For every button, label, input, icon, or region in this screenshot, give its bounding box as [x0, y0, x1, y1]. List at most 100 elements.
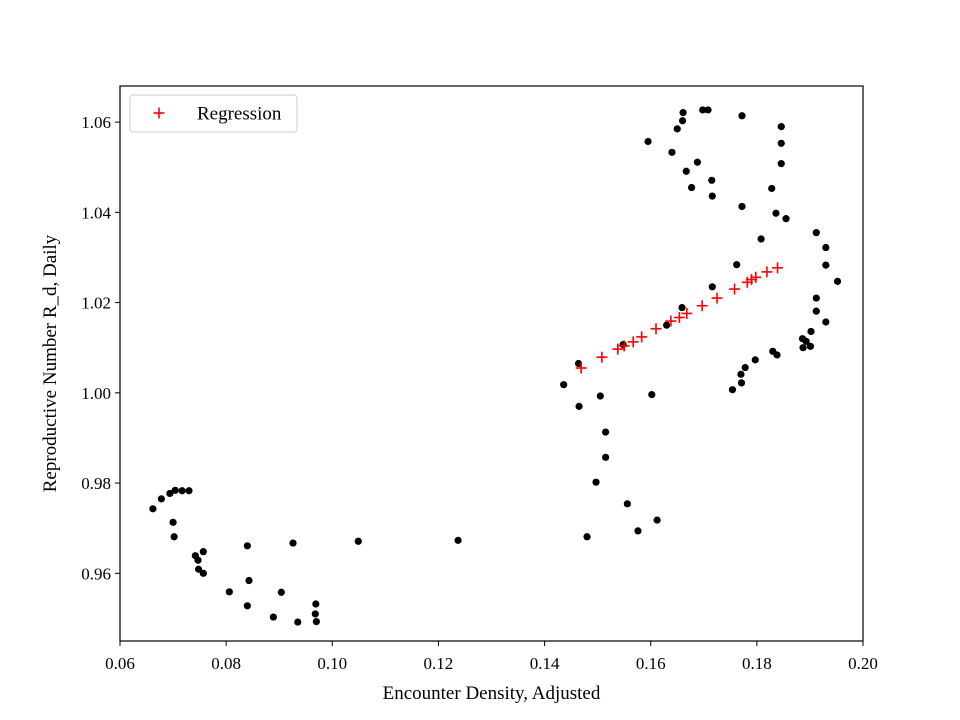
data-point — [602, 428, 610, 436]
x-tick-label: 0.10 — [317, 654, 347, 673]
x-tick-label: 0.18 — [742, 654, 772, 673]
regression-point — [761, 266, 773, 278]
data-point — [454, 536, 462, 544]
y-axis-label: Reproductive Number R_d, Daily — [40, 234, 61, 492]
data-point — [602, 453, 610, 461]
x-axis: 0.06 0.08 0.10 0.12 0.14 0.16 0.18 0.20 — [105, 641, 878, 673]
data-point — [737, 370, 745, 378]
data-point — [245, 576, 253, 585]
data-point — [619, 340, 627, 349]
data-point — [243, 602, 251, 610]
data-point — [777, 160, 785, 168]
data-point — [772, 209, 780, 217]
data-point — [623, 500, 631, 508]
data-point — [738, 202, 746, 211]
data-point — [194, 556, 202, 564]
data-point — [592, 478, 600, 486]
data-point — [185, 487, 193, 495]
x-tick-label: 0.06 — [105, 654, 135, 673]
data-point — [170, 533, 178, 541]
data-point — [687, 183, 696, 192]
data-point — [773, 351, 781, 359]
regression-point — [618, 340, 630, 352]
y-tick-label: 1.04 — [81, 203, 111, 222]
data-point — [199, 548, 207, 556]
x-tick-label: 0.08 — [211, 654, 241, 673]
data-marks — [149, 106, 842, 626]
data-point — [653, 516, 661, 524]
data-point — [777, 139, 785, 147]
data-point — [575, 402, 583, 410]
y-tick-label: 0.96 — [81, 564, 111, 583]
data-point — [704, 106, 712, 114]
data-point — [733, 261, 741, 269]
data-point — [312, 600, 320, 608]
data-point — [737, 379, 746, 387]
data-point — [822, 261, 830, 269]
data-point — [648, 391, 656, 399]
data-point — [806, 342, 815, 350]
x-tick-label: 0.12 — [424, 654, 454, 673]
data-point — [738, 112, 746, 120]
data-point — [822, 318, 830, 326]
regression-point — [711, 292, 723, 304]
data-point — [708, 176, 716, 184]
legend-marker-regression — [153, 107, 165, 119]
data-point — [757, 235, 765, 243]
data-point — [560, 381, 568, 389]
data-point — [634, 527, 642, 535]
data-point — [812, 229, 820, 237]
data-point — [574, 359, 583, 368]
y-axis: 0.96 0.98 1.00 1.02 1.04 1.06 — [81, 113, 120, 583]
data-point — [741, 363, 749, 372]
data-point — [644, 137, 652, 146]
data-point — [663, 321, 671, 329]
regression-point — [729, 283, 741, 295]
y-tick-label: 1.06 — [81, 113, 111, 132]
x-tick-label: 0.14 — [530, 654, 560, 673]
data-point — [157, 495, 165, 503]
regression-point — [665, 315, 677, 327]
data-point — [768, 184, 776, 193]
data-point — [678, 303, 686, 312]
data-point — [178, 487, 186, 495]
legend: Regression — [129, 94, 298, 133]
regression-point — [636, 331, 648, 343]
data-point — [678, 117, 687, 125]
data-point — [668, 148, 676, 156]
data-point — [777, 123, 785, 131]
data-point — [699, 106, 707, 114]
data-point — [673, 125, 681, 133]
data-point — [812, 307, 820, 315]
regression-point — [612, 343, 624, 355]
regression-point — [750, 271, 762, 283]
data-point — [289, 539, 297, 547]
data-point — [269, 613, 277, 621]
y-tick-label: 1.00 — [81, 384, 111, 403]
regression-point — [596, 351, 608, 363]
data-point — [225, 588, 233, 596]
y-tick-label: 1.02 — [81, 294, 111, 313]
x-axis-label: Encounter Density, Adjusted — [383, 683, 601, 704]
data-point — [822, 243, 830, 252]
data-point — [166, 489, 174, 498]
plot-frame — [119, 85, 864, 642]
regression-point — [681, 307, 693, 319]
data-point — [149, 505, 157, 513]
data-point — [708, 283, 716, 291]
data-point — [782, 215, 790, 223]
regression-point — [650, 323, 662, 335]
data-point — [799, 344, 807, 352]
data-point — [802, 337, 810, 345]
data-point — [728, 386, 737, 394]
data-point — [194, 565, 203, 573]
data-point — [312, 617, 320, 626]
data-point — [171, 486, 179, 494]
data-point — [583, 533, 591, 541]
legend-label-regression: Regression — [197, 104, 282, 125]
y-tick-label: 0.98 — [81, 474, 111, 493]
data-point — [682, 167, 690, 175]
data-point — [243, 542, 251, 550]
data-point — [169, 518, 177, 526]
